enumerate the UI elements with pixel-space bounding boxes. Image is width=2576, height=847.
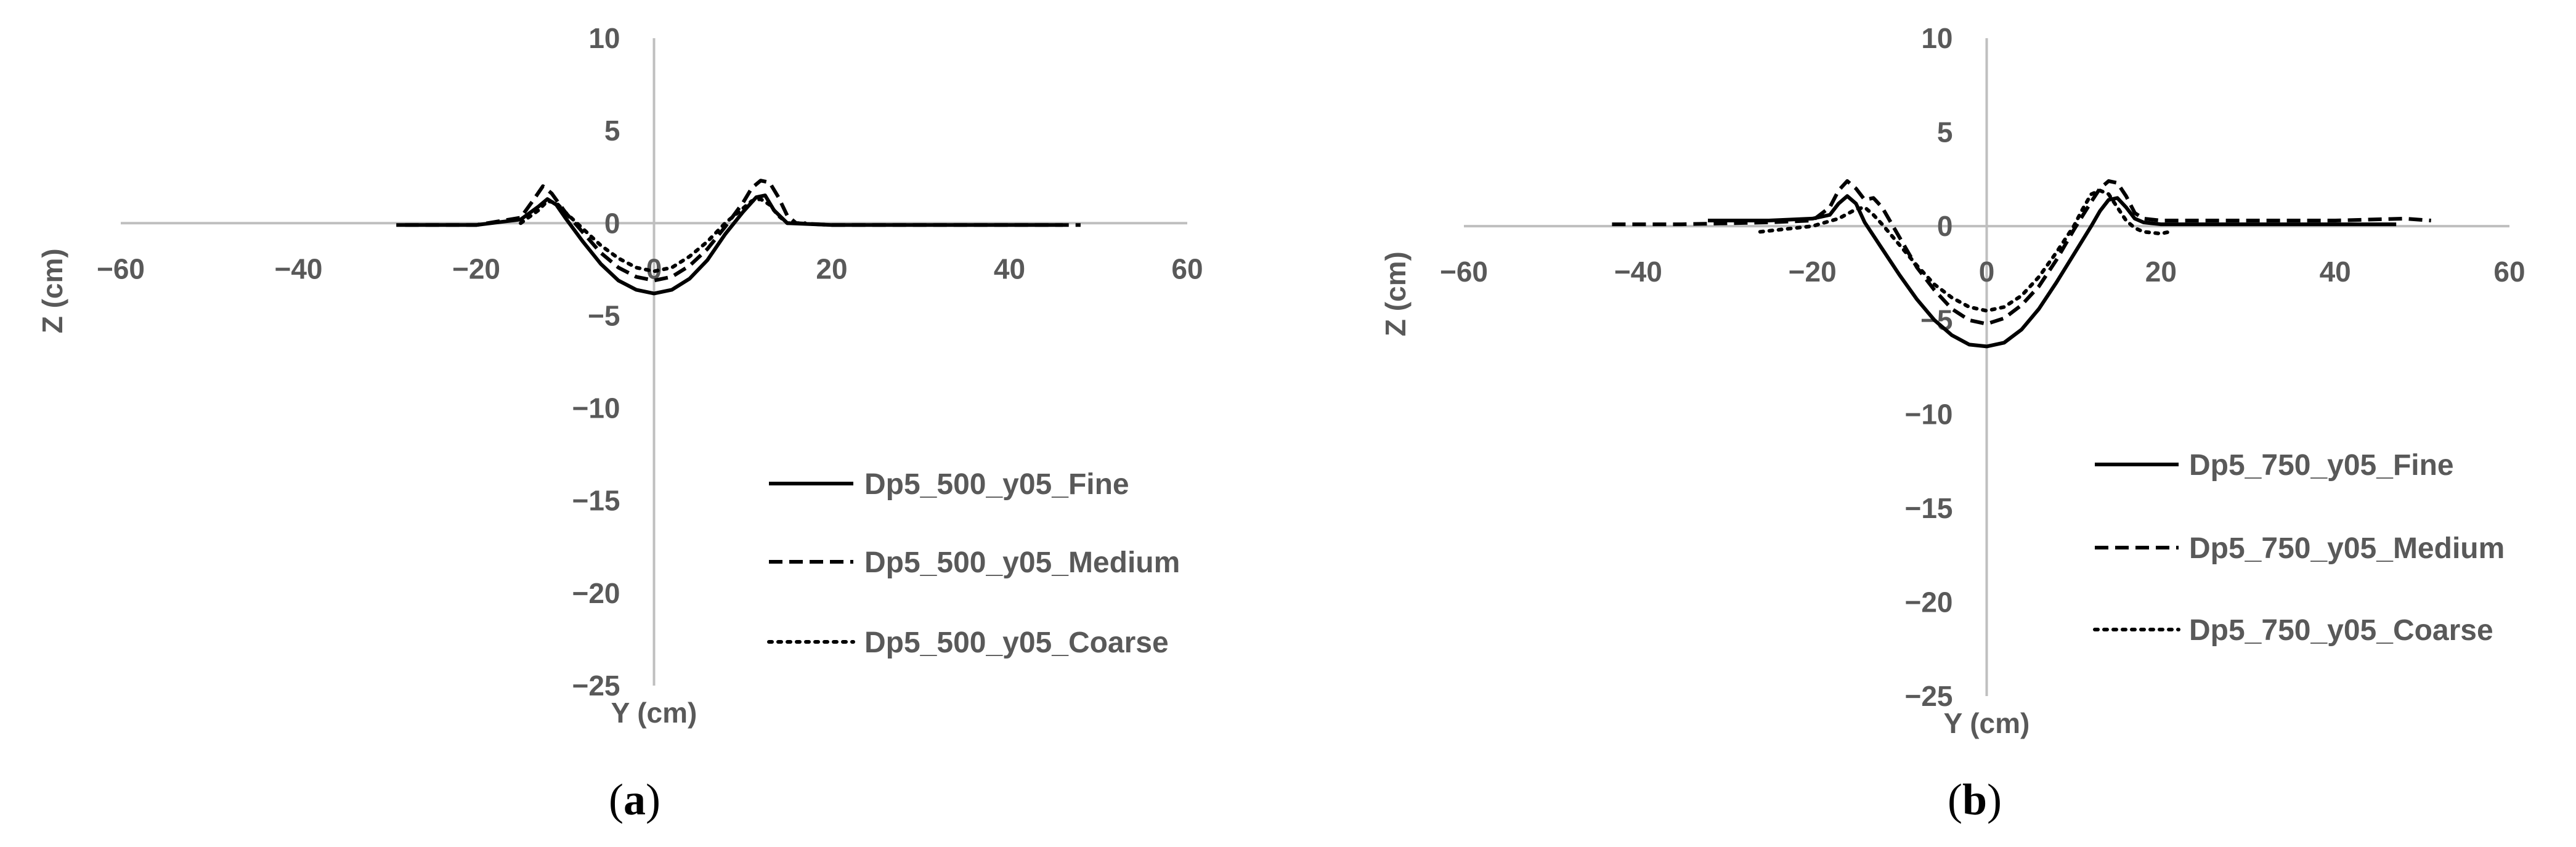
legend-label: Dp5_750_y05_Coarse [2189, 614, 2493, 647]
x-tick-label: 0 [1979, 256, 1995, 288]
legend-label: Dp5_500_y05_Fine [864, 468, 1129, 501]
series-line-dot [519, 197, 807, 274]
x-axis-title: Y (cm) [611, 697, 697, 729]
x-tick-label: −40 [1614, 256, 1662, 288]
y-tick-label: −10 [1904, 398, 1952, 430]
x-tick-label: −20 [1789, 256, 1837, 288]
x-tick-label: 20 [816, 253, 847, 285]
x-tick-label: 60 [2493, 256, 2525, 288]
x-tick-label: 20 [2145, 256, 2177, 288]
x-axis-title: Y (cm) [1944, 707, 2030, 739]
y-tick-label: −15 [572, 485, 620, 517]
series-line-dot [1758, 188, 2172, 313]
y-tick-label: −20 [1904, 586, 1952, 618]
x-tick-label: −60 [1440, 256, 1488, 288]
y-tick-label: 0 [604, 207, 620, 239]
series-line-dash [405, 179, 1081, 283]
legend-label: Dp5_750_y05_Medium [2189, 532, 2505, 565]
legend-label: Dp5_500_y05_Medium [864, 546, 1180, 579]
x-tick-label: −20 [452, 253, 500, 285]
legend-label: Dp5_750_y05_Fine [2189, 449, 2454, 482]
y-tick-label: −10 [572, 392, 620, 424]
y-tick-label: −20 [572, 577, 620, 609]
y-tick-label: −25 [572, 670, 620, 702]
series-line-dash [1612, 179, 2431, 326]
y-tick-label: 5 [1937, 116, 1953, 148]
y-tick-label: −15 [1904, 492, 1952, 524]
x-tick-label: 60 [1171, 253, 1203, 285]
y-axis-title: Z (cm) [1379, 251, 1412, 336]
y-axis-title: Z (cm) [36, 248, 68, 333]
panel-label-b: (b) [1948, 775, 2002, 824]
series-line-solid [1708, 194, 2397, 349]
x-tick-label: 40 [994, 253, 1025, 285]
x-tick-label: −60 [97, 253, 145, 285]
y-tick-label: 10 [588, 22, 620, 54]
y-tick-label: 10 [1921, 22, 1952, 54]
y-tick-label: −5 [588, 299, 620, 331]
y-tick-label: −25 [1904, 680, 1952, 712]
y-tick-label: 5 [604, 115, 620, 147]
x-tick-label: −40 [274, 253, 322, 285]
panel-label-a: (a) [609, 775, 660, 824]
legend-label: Dp5_500_y05_Coarse [864, 626, 1169, 659]
y-tick-label: 0 [1937, 210, 1953, 242]
x-tick-label: 40 [2320, 256, 2351, 288]
